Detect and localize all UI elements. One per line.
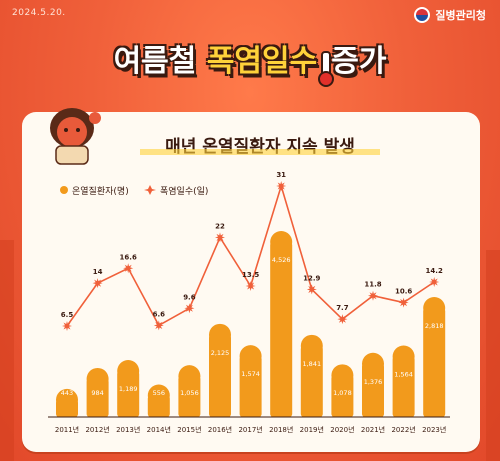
bar-head xyxy=(209,323,231,346)
mascot-icon xyxy=(50,108,101,165)
bar-head xyxy=(147,384,170,407)
kdca-emblem-icon xyxy=(414,7,431,23)
bar-value-label: 2,125 xyxy=(211,349,230,357)
bar-value-label: 4,526 xyxy=(272,256,291,264)
line-point xyxy=(368,290,378,301)
x-tick-label: 2018년 xyxy=(269,425,293,434)
bar-value-label: 1,376 xyxy=(364,378,383,386)
bar-head xyxy=(86,367,109,390)
bar-value-label: 2,818 xyxy=(425,322,444,330)
line-point xyxy=(429,277,440,287)
line-value-label: 14.2 xyxy=(426,267,443,275)
x-tick-label: 2016년 xyxy=(208,425,232,434)
line-point xyxy=(215,232,225,243)
line-point xyxy=(123,263,134,274)
line-value-label: 7.7 xyxy=(336,304,349,312)
line-point xyxy=(306,284,317,295)
legend: 온열질환자(명) 폭염일수(일) xyxy=(60,185,208,197)
x-tick-label: 2015년 xyxy=(177,425,201,434)
line-value-label: 16.6 xyxy=(120,253,137,261)
x-tick-label: 2011년 xyxy=(55,425,79,434)
line-point xyxy=(337,314,348,325)
bar-head xyxy=(362,352,384,375)
line-value-label: 12.9 xyxy=(303,274,320,282)
legend-line-label: 폭염일수(일) xyxy=(160,186,208,197)
line-value-label: 11.8 xyxy=(364,281,381,289)
line-point xyxy=(92,278,103,289)
subtitle-underline xyxy=(140,149,380,155)
line-point xyxy=(276,181,287,191)
main-title: 여름철 폭염일수 증가 xyxy=(0,36,500,88)
bar-head xyxy=(239,345,262,368)
line-value-label: 6.5 xyxy=(61,311,74,319)
bar xyxy=(178,376,201,417)
legend-bar-label: 온열질환자(명) xyxy=(72,185,129,197)
date: 2024.5.20. xyxy=(12,8,66,18)
line-point xyxy=(398,297,409,308)
x-tick-label: 2021년 xyxy=(361,425,385,434)
bar-head xyxy=(392,345,415,368)
line-value-label: 13.5 xyxy=(242,271,259,279)
bar-head xyxy=(117,360,140,383)
bar-value-label: 1,189 xyxy=(119,385,138,393)
bar xyxy=(239,356,262,417)
bar-value-label: 1,056 xyxy=(180,389,199,397)
x-tick-label: 2019년 xyxy=(300,425,324,434)
bar-value-label: 556 xyxy=(153,389,165,397)
bar xyxy=(117,371,140,417)
agency-name: 질병관리청 xyxy=(435,9,486,22)
legend-bar-icon xyxy=(60,186,68,194)
x-tick-label: 2012년 xyxy=(85,425,109,434)
line-value-label: 14 xyxy=(93,268,103,276)
bar-value-label: 984 xyxy=(91,389,103,397)
bar-value-label: 1,078 xyxy=(333,389,352,397)
bar-head xyxy=(331,364,354,387)
bar-value-label: 443 xyxy=(61,389,73,397)
bar-value-label: 1,841 xyxy=(302,360,321,368)
bar-head xyxy=(178,365,201,388)
x-tick-label: 2022년 xyxy=(391,425,415,434)
line-value-label: 10.6 xyxy=(395,288,412,296)
line-value-label: 31 xyxy=(276,171,286,179)
bar-head xyxy=(300,334,323,357)
bar xyxy=(362,363,384,417)
line-value-label: 22 xyxy=(215,222,225,230)
bar xyxy=(209,334,231,417)
line-point xyxy=(62,321,72,331)
bar xyxy=(300,345,323,417)
title-part2: 폭염일수 xyxy=(206,44,318,79)
bar xyxy=(392,356,415,417)
legend-line-icon xyxy=(144,185,156,195)
bar xyxy=(331,375,354,417)
bar-value-label: 1,564 xyxy=(394,371,413,379)
bar xyxy=(423,308,446,417)
x-tick-label: 2017년 xyxy=(238,425,262,434)
x-tick-label: 2020년 xyxy=(330,425,354,434)
bar-value-label: 1,574 xyxy=(241,370,260,378)
x-tick-label: 2013년 xyxy=(116,425,140,434)
line-point xyxy=(153,320,164,331)
bar xyxy=(270,242,293,417)
x-tick-label: 2023년 xyxy=(422,425,446,434)
bar-head xyxy=(270,231,293,253)
title-part1: 여름철 xyxy=(113,44,207,79)
x-tick-label: 2014년 xyxy=(147,425,171,434)
thermometer-icon xyxy=(317,49,335,87)
title-part3: 증가 xyxy=(331,44,387,79)
line-point xyxy=(184,303,195,314)
line-value-label: 6.6 xyxy=(153,310,166,318)
line-point xyxy=(245,281,256,291)
bar-head xyxy=(56,388,78,411)
agency-logo: 질병관리청 xyxy=(413,6,486,24)
bar-head xyxy=(423,297,446,320)
line-value-label: 9.6 xyxy=(183,293,196,301)
